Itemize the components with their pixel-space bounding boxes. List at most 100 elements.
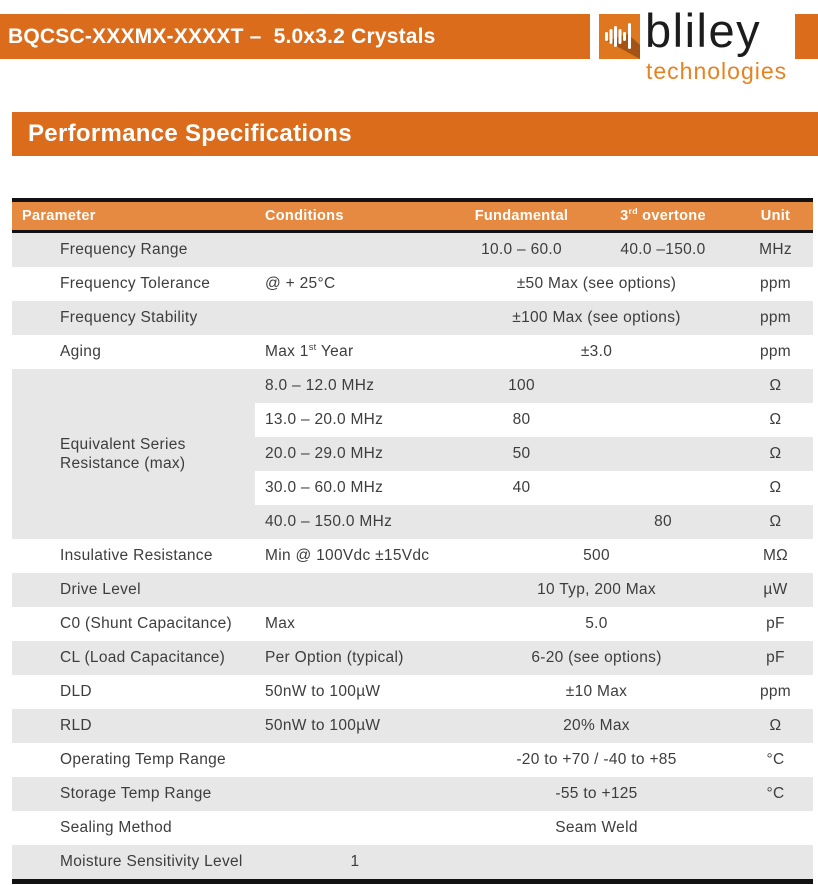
parameter-cell: Sealing Method bbox=[60, 819, 172, 836]
parameter-cell: Equivalent Series Resistance (max) bbox=[12, 369, 255, 539]
conditions-cell: 50nW to 100µW bbox=[265, 683, 381, 700]
col-header-conditions: Conditions bbox=[265, 208, 344, 224]
value-cell: 20% Max bbox=[563, 717, 630, 734]
parameter-cell: Moisture Sensitivity Level bbox=[60, 853, 243, 870]
table-row: 8.0 – 12.0 MHz 100 Ω bbox=[255, 369, 813, 403]
conditions-cell: 13.0 – 20.0 MHz bbox=[265, 411, 384, 428]
table-row: Insulative Resistance Min @ 100Vdc ±15Vd… bbox=[12, 539, 813, 573]
bliley-logo: bliley technologies bbox=[599, 4, 799, 90]
table-row: CL (Load Capacitance) Per Option (typica… bbox=[12, 641, 813, 675]
parameter-cell: Aging bbox=[60, 343, 102, 360]
unit-cell: ppm bbox=[759, 343, 792, 360]
table-row: DLD 50nW to 100µW ±10 Max ppm bbox=[12, 675, 813, 709]
header-corner-block bbox=[795, 14, 818, 59]
conditions-cell: Min @ 100Vdc ±15Vdc bbox=[265, 547, 430, 564]
logo-wordmark: bliley bbox=[645, 4, 762, 57]
esr-sub-rows: 8.0 – 12.0 MHz 100 Ω 13.0 – 20.0 MHz 80 … bbox=[255, 369, 813, 539]
table-row: Frequency Range 10.0 – 60.0 40.0 –150.0 … bbox=[12, 233, 813, 267]
unit-cell: ppm bbox=[759, 309, 792, 326]
unit-cell: ppm bbox=[759, 683, 792, 700]
parameter-cell: RLD bbox=[60, 717, 92, 734]
esr-row-group: Equivalent Series Resistance (max) 8.0 –… bbox=[12, 369, 813, 539]
parameter-cell: DLD bbox=[60, 683, 92, 700]
unit-cell: Ω bbox=[769, 377, 782, 394]
unit-cell: Ω bbox=[769, 411, 782, 428]
logo-subtitle: technologies bbox=[646, 58, 788, 84]
parameter-cell: Frequency Range bbox=[60, 241, 188, 258]
conditions-cell: 40.0 – 150.0 MHz bbox=[265, 513, 393, 530]
parameter-cell: Drive Level bbox=[60, 581, 141, 598]
section-banner: Performance Specifications bbox=[12, 112, 818, 156]
value-cell: Seam Weld bbox=[555, 819, 638, 836]
col-header-fundamental: Fundamental bbox=[474, 208, 569, 224]
unit-cell: MHz bbox=[759, 241, 792, 258]
parameter-cell: Frequency Tolerance bbox=[60, 275, 211, 292]
table-row: Storage Temp Range -55 to +125 °C bbox=[12, 777, 813, 811]
value-cell: 6-20 (see options) bbox=[531, 649, 662, 666]
fundamental-cell: 10.0 – 60.0 bbox=[481, 241, 562, 258]
table-row: 40.0 – 150.0 MHz 80 Ω bbox=[255, 505, 813, 539]
table-row: Operating Temp Range -20 to +70 / -40 to… bbox=[12, 743, 813, 777]
col-header-parameter: Parameter bbox=[22, 208, 96, 224]
parameter-cell: Storage Temp Range bbox=[60, 785, 212, 802]
fundamental-cell: 100 bbox=[508, 377, 535, 394]
unit-cell: ppm bbox=[759, 275, 792, 292]
table-row: Frequency Tolerance @ + 25°C ±50 Max (se… bbox=[12, 267, 813, 301]
value-cell: 10 Typ, 200 Max bbox=[537, 581, 656, 598]
col-header-unit: Unit bbox=[760, 208, 791, 224]
table-row: 20.0 – 29.0 MHz 50 Ω bbox=[255, 437, 813, 471]
conditions-cell: 8.0 – 12.0 MHz bbox=[265, 377, 375, 394]
parameter-cell: Insulative Resistance bbox=[60, 547, 213, 564]
value-cell: ±3.0 bbox=[580, 343, 613, 360]
table-row: Aging Max 1st Year ±3.0 ppm bbox=[12, 335, 813, 369]
table-row: 13.0 – 20.0 MHz 80 Ω bbox=[255, 403, 813, 437]
table-header-row: Parameter Conditions Fundamental 3rd ove… bbox=[12, 202, 813, 233]
table-row: 30.0 – 60.0 MHz 40 Ω bbox=[255, 471, 813, 505]
table-row: Drive Level 10 Typ, 200 Max µW bbox=[12, 573, 813, 607]
value-cell: -20 to +70 / -40 to +85 bbox=[516, 751, 677, 768]
conditions-cell: 30.0 – 60.0 MHz bbox=[265, 479, 384, 496]
unit-cell: pF bbox=[766, 615, 785, 632]
fundamental-cell: 50 bbox=[512, 445, 531, 462]
value-cell: -55 to +125 bbox=[555, 785, 638, 802]
value-cell: 5.0 bbox=[585, 615, 608, 632]
table-row: Moisture Sensitivity Level 1 bbox=[12, 845, 813, 879]
parameter-cell: Frequency Stability bbox=[60, 309, 198, 326]
waveform-bars-icon bbox=[599, 14, 640, 59]
fundamental-cell: 80 bbox=[512, 411, 531, 428]
section-title: Performance Specifications bbox=[28, 120, 352, 147]
table-row: Sealing Method Seam Weld bbox=[12, 811, 813, 845]
table-row: Frequency Stability ±100 Max (see option… bbox=[12, 301, 813, 335]
unit-cell: Ω bbox=[769, 513, 782, 530]
overtone-cell: 80 bbox=[654, 513, 672, 530]
conditions-cell: 20.0 – 29.0 MHz bbox=[265, 445, 384, 462]
col-header-overtone: 3rd overtone bbox=[620, 206, 706, 224]
unit-cell: Ω bbox=[769, 479, 782, 496]
conditions-cell: Per Option (typical) bbox=[265, 649, 404, 666]
value-cell: ±100 Max (see options) bbox=[512, 309, 681, 326]
conditions-cell: 50nW to 100µW bbox=[265, 717, 381, 734]
conditions-cell: Max 1st Year bbox=[265, 341, 354, 360]
document-title-bar: BQCSC-XXXMX-XXXXT – 5.0x3.2 Crystals bbox=[0, 14, 590, 59]
unit-cell: Ω bbox=[769, 717, 782, 734]
value-cell: 500 bbox=[583, 547, 610, 564]
unit-cell: °C bbox=[766, 751, 785, 768]
parameter-cell: C0 (Shunt Capacitance) bbox=[60, 615, 233, 632]
conditions-cell: @ + 25°C bbox=[265, 275, 336, 292]
unit-cell: pF bbox=[766, 649, 785, 666]
conditions-cell: 1 bbox=[350, 853, 360, 870]
unit-cell: °C bbox=[766, 785, 785, 802]
value-cell: ±10 Max bbox=[565, 683, 628, 700]
parameter-cell: Operating Temp Range bbox=[60, 751, 226, 768]
unit-cell: MΩ bbox=[762, 547, 789, 564]
conditions-cell: Max bbox=[265, 615, 296, 632]
fundamental-cell: 40 bbox=[512, 479, 531, 496]
performance-spec-table: Parameter Conditions Fundamental 3rd ove… bbox=[12, 198, 813, 884]
table-row: RLD 50nW to 100µW 20% Max Ω bbox=[12, 709, 813, 743]
document-title: BQCSC-XXXMX-XXXXT – 5.0x3.2 Crystals bbox=[8, 24, 436, 48]
parameter-cell: CL (Load Capacitance) bbox=[60, 649, 226, 666]
unit-cell: µW bbox=[763, 581, 788, 598]
overtone-cell: 40.0 –150.0 bbox=[620, 241, 706, 258]
value-cell: ±50 Max (see options) bbox=[516, 275, 677, 292]
unit-cell: Ω bbox=[769, 445, 782, 462]
